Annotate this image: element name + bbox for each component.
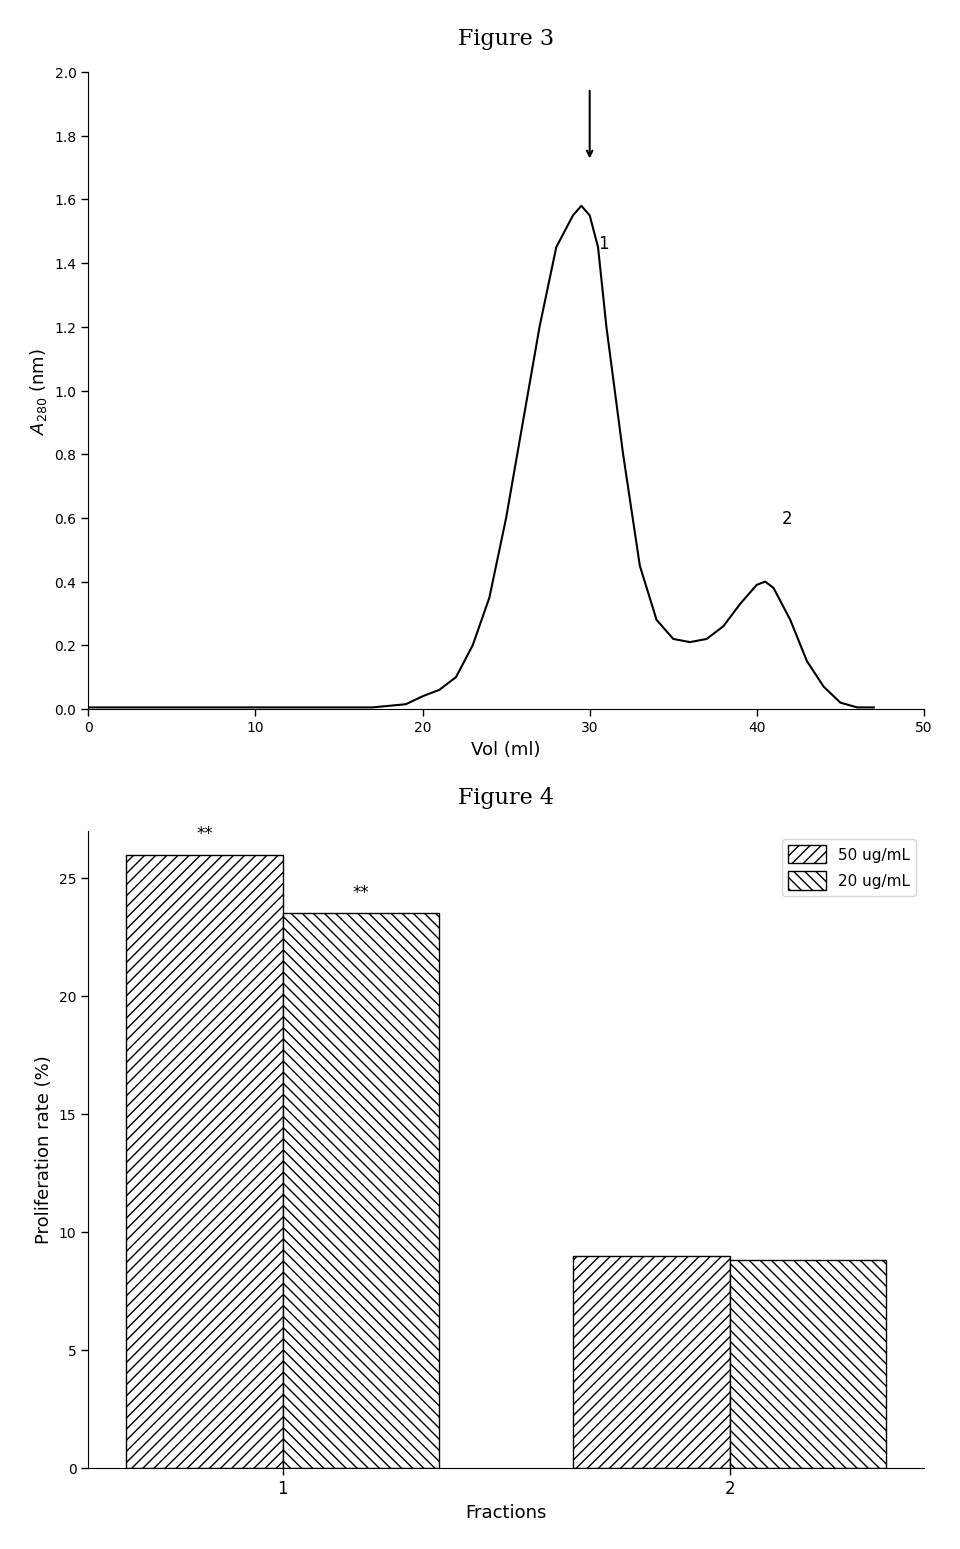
X-axis label: Fractions: Fractions [466,1503,546,1521]
Text: 2: 2 [781,510,792,528]
Bar [573,1256,730,1468]
Y-axis label: $A_{280}$ (nm): $A_{280}$ (nm) [28,347,49,434]
Y-axis label: Proliferation rate (%): Proliferation rate (%) [36,1055,53,1244]
Text: **: ** [352,884,369,902]
Bar [282,914,439,1468]
Text: 1: 1 [598,235,609,252]
Title: Figure 4: Figure 4 [458,787,554,809]
Bar [730,1261,885,1468]
Bar [126,855,282,1468]
X-axis label: Vol (ml): Vol (ml) [471,740,540,759]
Title: Figure 3: Figure 3 [458,28,554,50]
Text: **: ** [196,826,213,843]
Legend: 50 ug/mL, 20 ug/mL: 50 ug/mL, 20 ug/mL [781,840,916,895]
